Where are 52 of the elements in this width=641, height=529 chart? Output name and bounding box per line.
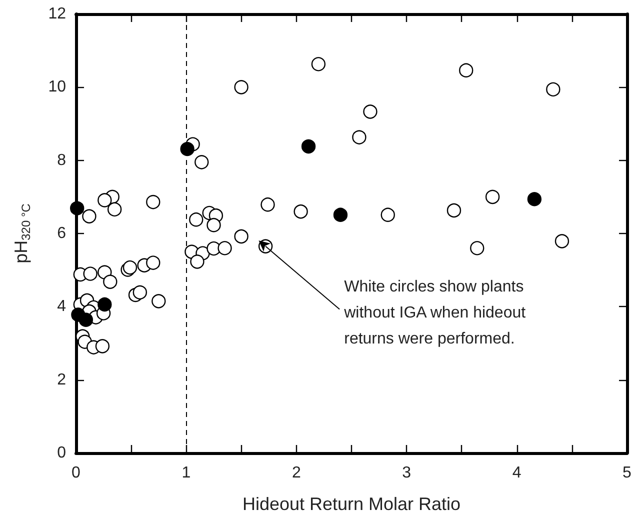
point xyxy=(132,285,148,300)
point xyxy=(311,57,326,72)
x-tick-label: 4 xyxy=(512,464,522,482)
x-tick-label: 1 xyxy=(182,464,191,482)
point xyxy=(107,202,122,216)
y-axis-title: pH320 °C xyxy=(11,203,33,264)
point xyxy=(333,208,348,222)
x-tick-label: 5 xyxy=(622,464,632,482)
point xyxy=(194,155,209,170)
point xyxy=(206,218,221,232)
y-tick-label: 6 xyxy=(57,225,66,242)
point xyxy=(78,312,94,327)
point xyxy=(146,194,160,210)
point xyxy=(190,254,204,269)
y-tick-label: 0 xyxy=(57,444,66,462)
point xyxy=(146,256,160,270)
point xyxy=(234,229,248,244)
y-tick-label: 4 xyxy=(57,298,66,316)
point xyxy=(189,212,204,227)
point xyxy=(380,208,395,222)
point xyxy=(70,201,84,216)
point xyxy=(363,104,378,119)
point xyxy=(83,266,98,281)
y-tick-label: 10 xyxy=(48,78,66,96)
point xyxy=(98,297,112,312)
point xyxy=(82,209,96,224)
y-tick-label: 2 xyxy=(57,371,66,388)
x-axis-title: Hideout Return Molar Ratio xyxy=(242,494,461,514)
point xyxy=(260,198,275,212)
point xyxy=(352,130,366,144)
point xyxy=(218,241,232,256)
point xyxy=(234,80,248,94)
x-tick-label: 0 xyxy=(72,464,81,482)
x-tick-label: 3 xyxy=(402,464,412,482)
point xyxy=(470,241,484,256)
point xyxy=(446,203,462,218)
point xyxy=(152,294,166,308)
point xyxy=(180,142,194,156)
y-tick-label: 8 xyxy=(57,152,66,169)
point xyxy=(95,339,110,354)
point xyxy=(294,204,308,219)
point xyxy=(554,234,570,248)
x-tick-label: 2 xyxy=(292,464,301,482)
point xyxy=(301,139,316,154)
point xyxy=(527,192,542,206)
point xyxy=(98,193,112,208)
point xyxy=(103,274,118,289)
annotation: White circles show plants without IGA when hideout returns were performed. xyxy=(343,278,526,348)
point xyxy=(546,82,560,96)
point xyxy=(485,190,500,204)
point xyxy=(459,63,474,78)
y-tick-label: 12 xyxy=(48,6,66,22)
